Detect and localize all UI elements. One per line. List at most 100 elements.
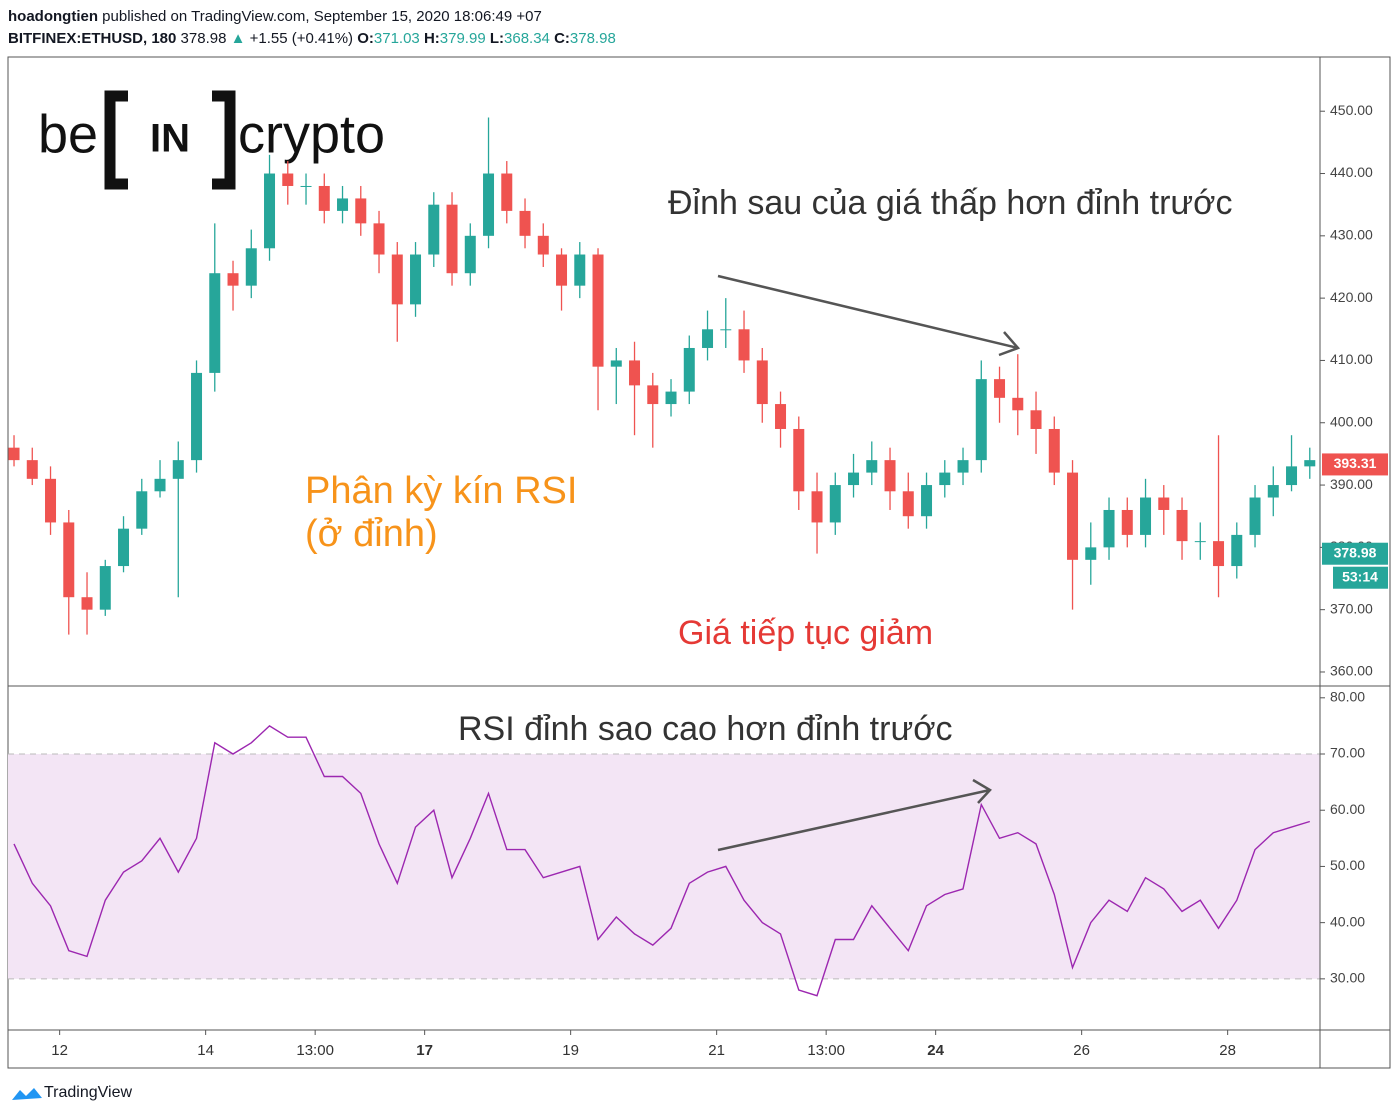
candle-body — [1176, 509, 1188, 542]
x-tick-label: 13:00 — [296, 1042, 334, 1059]
annotation: (ở đỉnh) — [305, 513, 438, 555]
candle-body — [975, 379, 987, 461]
candle-body — [483, 173, 495, 236]
candle-body — [136, 491, 148, 529]
candle-body — [884, 460, 896, 492]
x-tick-label: 13:00 — [807, 1042, 845, 1059]
frame — [7, 56, 1391, 1069]
candle-body — [446, 204, 458, 274]
y-tick-label: 70.00 — [1330, 745, 1365, 761]
candle-body — [300, 185, 312, 187]
y-tick-label: 40.00 — [1330, 913, 1365, 929]
price-tag — [1322, 453, 1388, 476]
rsi-band-fill — [8, 754, 1320, 979]
y-tick-label: 430.00 — [1330, 227, 1373, 243]
candle-body — [81, 597, 93, 610]
candle-body — [848, 472, 860, 486]
candle-body — [45, 478, 57, 523]
candle-body — [245, 248, 257, 286]
x-tick-label: 14 — [197, 1042, 214, 1059]
candle-body — [501, 173, 513, 211]
candle-body — [337, 198, 349, 211]
candle-body — [1121, 509, 1133, 535]
candle-body — [373, 223, 385, 255]
candle-body — [1140, 497, 1152, 535]
o-label: O: — [357, 30, 374, 47]
candle-body — [1067, 472, 1079, 560]
candle-body — [1194, 541, 1206, 543]
candle-body — [574, 254, 586, 286]
y-tick-label: 450.00 — [1330, 102, 1373, 118]
candle-body — [866, 460, 878, 473]
candle-body — [1249, 497, 1261, 535]
candle-body — [99, 566, 111, 610]
footer-icon — [12, 1088, 42, 1100]
l: 368.34 — [504, 30, 550, 47]
candle-body — [391, 254, 403, 305]
published: published on TradingView.com, September … — [102, 8, 542, 25]
h: 379.99 — [439, 30, 486, 47]
candle-body — [756, 360, 768, 405]
x-tick-label: 21 — [708, 1042, 725, 1059]
candle-body — [63, 522, 75, 598]
y-tick-label: 50.00 — [1330, 857, 1365, 873]
candle-body — [1085, 547, 1097, 560]
x-tick-label: 26 — [1073, 1042, 1090, 1059]
header-line-1: hoadongtien published on TradingView.com… — [8, 6, 616, 28]
footer-text: TradingView — [44, 1084, 132, 1101]
candle-body — [811, 491, 823, 523]
logo: be IN crypto — [38, 90, 385, 190]
y-tick-label: 410.00 — [1330, 351, 1373, 367]
candle-body — [282, 173, 294, 186]
countdown-box — [1333, 566, 1388, 589]
y-tick-label: 400.00 — [1330, 413, 1373, 429]
logo-bracket — [104, 90, 236, 190]
candle-body — [592, 254, 604, 367]
x-tick-label: 17 — [416, 1042, 433, 1059]
price-tag-label: 393.31 — [1334, 455, 1377, 471]
candle-body — [629, 360, 641, 386]
footer: TradingView — [12, 1084, 132, 1101]
o: 371.03 — [373, 30, 420, 47]
y-tick-label: 60.00 — [1330, 801, 1365, 817]
price-tag — [1322, 542, 1388, 565]
price-tag-label: 378.98 — [1334, 544, 1377, 560]
candle-body — [1213, 541, 1225, 567]
candle-body — [191, 372, 203, 461]
candle-body — [902, 491, 914, 517]
candle-body — [829, 485, 841, 523]
candle-body — [172, 460, 184, 479]
rsi-arrow — [717, 778, 992, 852]
l-label: L: — [489, 30, 505, 47]
candle-body — [775, 404, 787, 429]
x-tick-label: 19 — [562, 1042, 579, 1059]
rsi-line — [13, 725, 1311, 997]
arrow: ▲ — [230, 30, 246, 47]
candle-body — [921, 485, 933, 517]
candle-body — [1267, 485, 1279, 498]
h-label: H: — [423, 30, 440, 47]
annotation: Giá tiếp tục giảm — [678, 614, 933, 652]
candle-body — [537, 235, 549, 255]
price-arrow — [717, 274, 1021, 357]
candle-body — [464, 235, 476, 274]
y-tick-label: 360.00 — [1330, 663, 1373, 679]
candle-body — [647, 385, 659, 405]
candle-body — [8, 447, 20, 461]
candle-body — [665, 391, 677, 405]
arrows — [717, 274, 1021, 852]
candle-body — [1030, 410, 1042, 429]
header-line-2: BITFINEX:ETHUSD, 180 378.98 ▲ +1.55 (+0.… — [8, 28, 616, 50]
c-label: C: — [554, 30, 570, 47]
y-tick-label: 420.00 — [1330, 289, 1373, 305]
author: hoadongtien — [8, 8, 98, 25]
annotation: RSI đỉnh sao cao hơn đỉnh trước — [458, 710, 953, 748]
candle-body — [939, 472, 951, 486]
countdown: 53:14 — [1342, 568, 1378, 584]
bands — [8, 753, 1320, 980]
x-tick-label: 12 — [51, 1042, 68, 1059]
y-tick-label: 370.00 — [1330, 600, 1373, 616]
logo-left: be — [38, 104, 98, 164]
candle-body — [556, 254, 568, 286]
